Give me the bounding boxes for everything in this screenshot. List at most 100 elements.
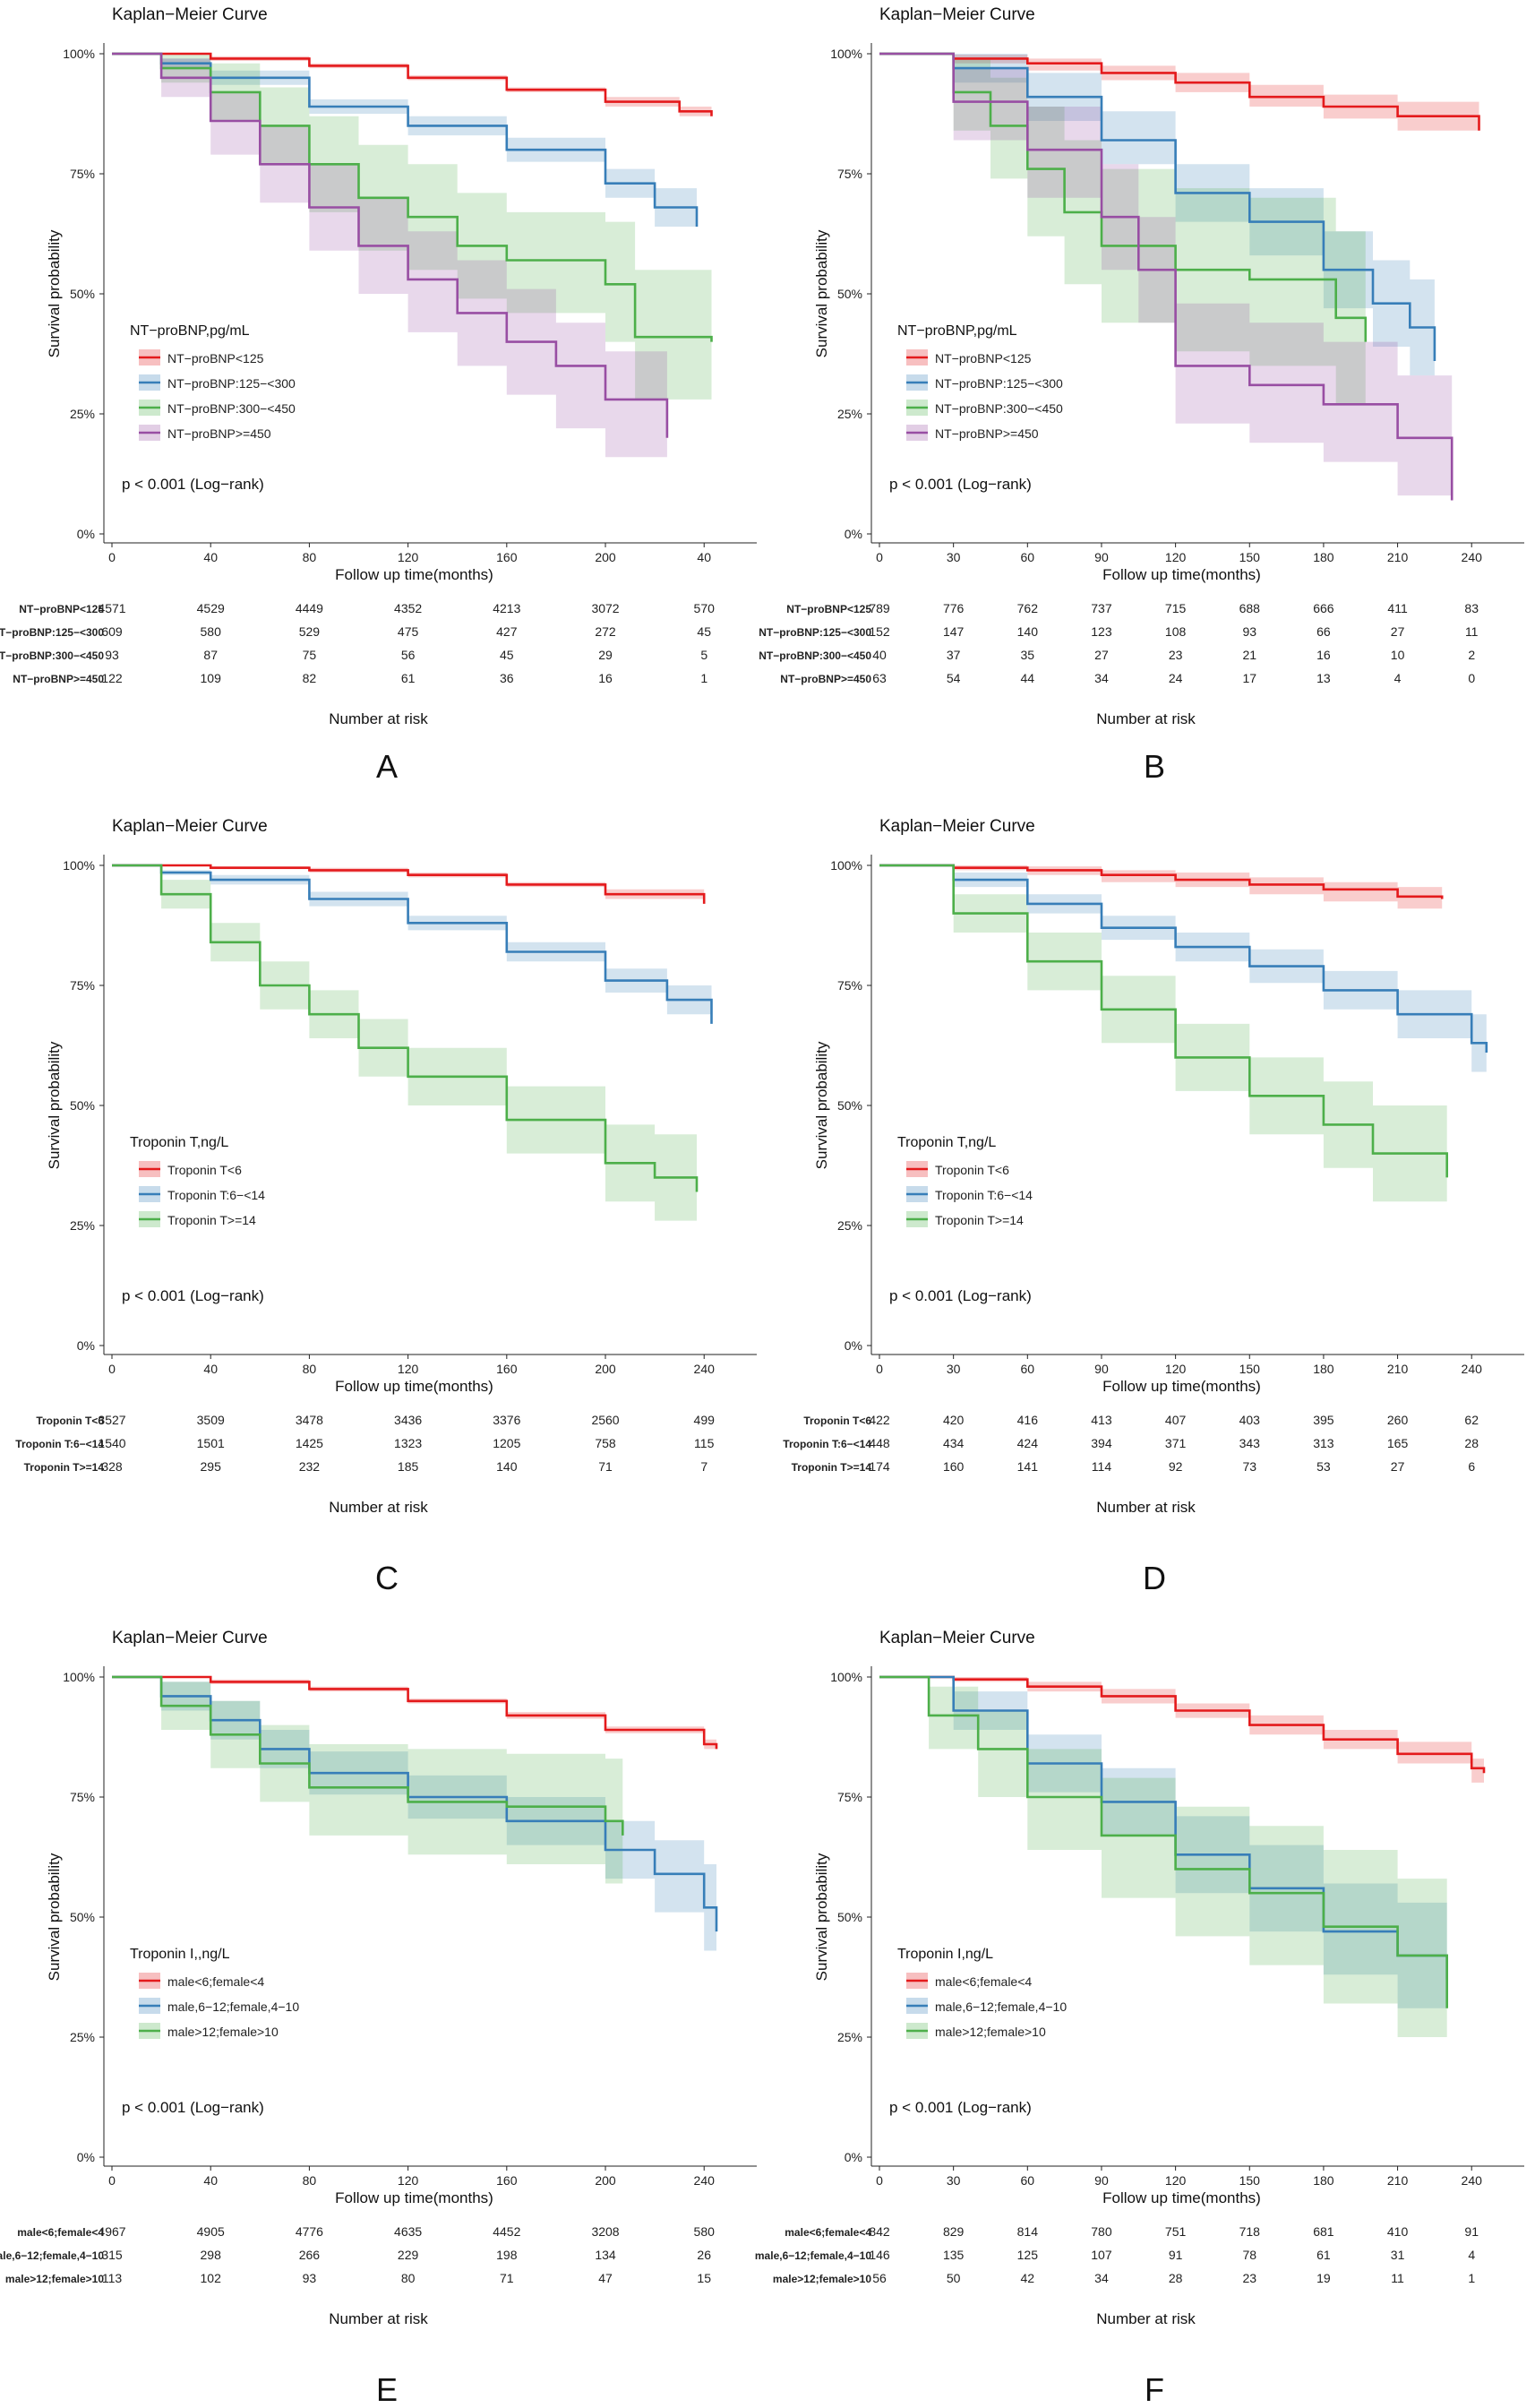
risk-count: 2560 [591,1413,619,1427]
y-axis-label: Survival probability [813,1041,830,1169]
x-tick-label: 200 [595,550,616,564]
risk-row-label: male,6−12;female,4−10 [0,2249,104,2262]
risk-count: 529 [299,624,321,639]
risk-count: 688 [1239,601,1261,615]
risk-count: 23 [1242,2271,1256,2285]
chart-title: Kaplan−Meier Curve [112,817,268,836]
risk-count: 35 [1021,648,1035,662]
legend-title: Troponin I,ng/L [897,1947,993,1962]
x-tick-label: 40 [203,550,218,564]
legend-label: NT−proBNP<125 [167,351,264,366]
legend-label: male<6;female<4 [167,1974,264,1989]
risk-table-title: Number at risk [329,1499,428,1516]
risk-count: 108 [1165,624,1187,639]
risk-count: 28 [1169,2271,1183,2285]
risk-count: 6 [1468,1459,1475,1474]
x-tick-label: 30 [947,550,961,564]
x-tick-label: 240 [694,1362,716,1376]
risk-count: 3478 [296,1413,323,1427]
risk-count: 751 [1165,2224,1187,2239]
risk-count: 232 [299,1459,321,1474]
panel-a: Kaplan−Meier Curve Survival probability 0%… [0,5,757,785]
panel-e: Kaplan−Meier Curve Survival probability 0%… [0,1629,757,2408]
risk-count: 83 [1464,601,1479,615]
risk-count: 29 [598,648,613,662]
risk-count: 475 [398,624,419,639]
risk-count: 666 [1313,601,1334,615]
risk-count: 776 [943,601,965,615]
y-tick-label: 0% [845,1338,862,1353]
x-tick-label: 120 [1165,2173,1187,2188]
risk-count: 61 [1316,2248,1331,2262]
panel-letter: E [376,2371,398,2408]
risk-count: 298 [201,2248,222,2262]
x-tick-label: 80 [303,550,317,564]
x-tick-label: 240 [1462,2173,1483,2188]
x-tick-label: 120 [1165,1362,1187,1376]
risk-count: 91 [1169,2248,1183,2262]
risk-count: 403 [1239,1413,1261,1427]
chart-title: Kaplan−Meier Curve [879,1629,1035,1647]
legend-label: NT−proBNP:300−<450 [935,401,1063,416]
risk-count: 3527 [98,1413,125,1427]
risk-row-label: Troponin T<6 [36,1415,104,1427]
risk-count: 272 [595,624,616,639]
risk-row-label: NT−proBNP<125 [786,603,871,615]
p-value: p < 0.001 (Log−rank) [122,476,264,493]
risk-count: 3376 [493,1413,520,1427]
risk-count: 115 [694,1436,715,1450]
confidence-band [879,865,1487,1087]
legend-title: Troponin T,ng/L [130,1135,228,1150]
legend-label: male,6−12;female,4−10 [935,2000,1067,2014]
panel-f: Kaplan−Meier Curve Survival probability 0%… [755,1629,1524,2408]
risk-count: 1 [1468,2271,1475,2285]
y-tick-label: 0% [77,1338,95,1353]
confidence-band [879,54,1366,429]
panel-b: Kaplan−Meier Curve Survival probability 0%… [759,5,1524,785]
y-tick-label: 100% [830,858,862,873]
y-axis-label: Survival probability [46,1853,63,1981]
y-tick-label: 75% [837,167,862,181]
risk-count: 1323 [394,1436,422,1450]
y-tick-label: 25% [837,407,862,421]
risk-count: 416 [1017,1413,1039,1427]
risk-count: 789 [869,601,890,615]
x-tick-label: 30 [947,1362,961,1376]
survival-curve [879,52,1480,131]
survival-curve [112,52,713,116]
survival-curve [112,1675,718,1750]
confidence-band [879,1677,1484,1788]
risk-count: 56 [401,648,416,662]
survival-curve [879,864,1448,1178]
risk-count: 4 [1468,2248,1475,2262]
risk-count: 47 [598,2271,613,2285]
risk-count: 17 [1242,671,1256,685]
risk-count: 15 [697,2271,711,2285]
risk-count: 141 [1017,1459,1039,1474]
legend-label: Troponin T:6−<14 [935,1188,1033,1202]
x-tick-label: 40 [697,550,711,564]
risk-count: 11 [1391,2271,1404,2285]
x-tick-label: 0 [108,1362,116,1376]
risk-count: 737 [1091,601,1112,615]
risk-count: 411 [1387,601,1408,615]
y-tick-label: 75% [837,978,862,993]
risk-count: 63 [872,671,887,685]
survival-curve [112,864,706,904]
risk-count: 1425 [296,1436,323,1450]
x-tick-label: 160 [496,1362,518,1376]
x-tick-label: 150 [1239,1362,1261,1376]
risk-count: 198 [496,2248,518,2262]
risk-row-label: male>12;female>10 [773,2273,871,2285]
y-tick-label: 50% [70,1098,95,1113]
risk-count: 842 [869,2224,890,2239]
risk-count: 3509 [197,1413,225,1427]
risk-row-label: NT−proBNP>=450 [13,673,104,685]
risk-count: 87 [203,648,218,662]
chart-title: Kaplan−Meier Curve [112,5,268,24]
y-tick-label: 100% [63,1670,95,1684]
survival-curve [112,1675,624,1836]
x-tick-label: 60 [1021,550,1035,564]
panel-letter: D [1143,1560,1166,1596]
risk-table-title: Number at risk [1096,1499,1196,1516]
